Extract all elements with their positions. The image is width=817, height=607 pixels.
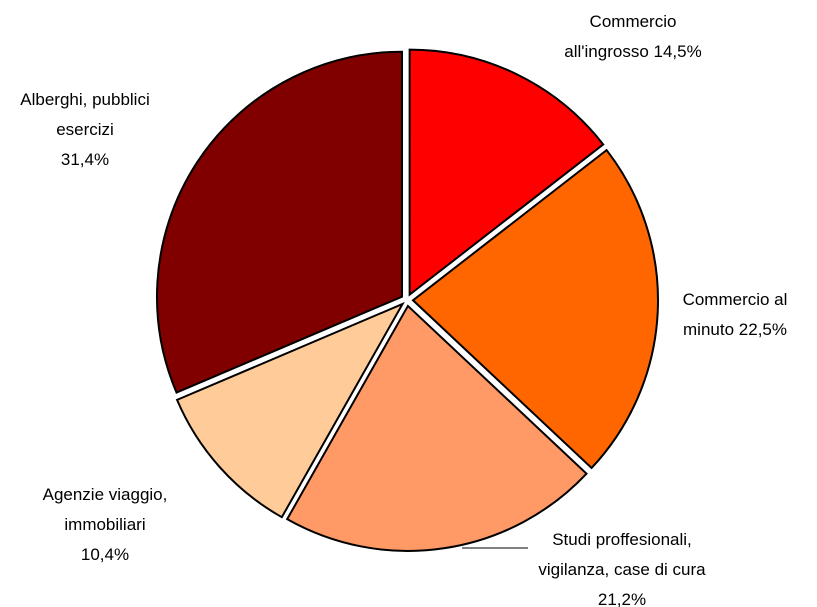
slice-label: Studi proffesionali, vigilanza, case di … xyxy=(537,525,707,607)
value-label: 10,4% xyxy=(80,545,130,564)
pie-slice xyxy=(175,301,405,519)
slice-label: Alberghi, pubblici esercizi 31,4% xyxy=(5,85,165,175)
pie-slice xyxy=(408,48,605,297)
slice-label: Agenzie viaggio, immobiliari 10,4% xyxy=(30,480,180,570)
category-label: Alberghi, pubblici esercizi xyxy=(20,90,150,139)
category-label: Commercio al minuto xyxy=(682,290,788,339)
pie-slice xyxy=(411,148,659,470)
slice-label: Commercio all'ingrosso 14,5% xyxy=(553,7,713,67)
pie-slice xyxy=(156,50,403,394)
category-label: Commercio all'ingrosso xyxy=(564,12,677,61)
value-label: 21,2% xyxy=(597,590,647,607)
category-label: Agenzie viaggio, immobiliari xyxy=(42,485,168,534)
category-label: Studi proffesionali, vigilanza, case di … xyxy=(538,530,706,579)
value-label: 31,4% xyxy=(60,150,110,169)
value-label: 22,5% xyxy=(738,320,787,339)
pie-slice xyxy=(285,304,588,552)
slice-label: Commercio al minuto 22,5% xyxy=(670,285,800,345)
value-label: 14,5% xyxy=(653,42,702,61)
